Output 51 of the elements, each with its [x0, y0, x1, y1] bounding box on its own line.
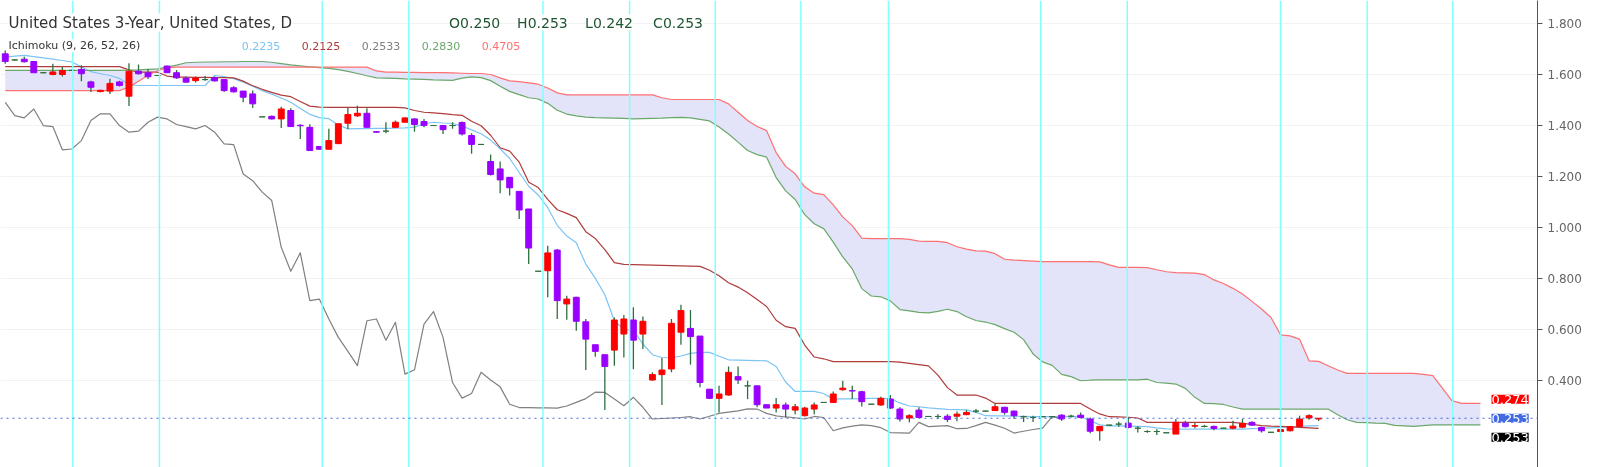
candlestick	[772, 397, 780, 414]
y-tick-label: 0.400	[1547, 374, 1582, 389]
candlestick	[363, 107, 371, 128]
annotation: L0.242	[585, 14, 633, 31]
candlestick	[620, 314, 628, 359]
candlestick	[325, 128, 333, 150]
candlestick	[544, 245, 552, 298]
candlestick	[582, 318, 590, 371]
annotation: 0.2235	[241, 39, 281, 53]
y-tick-label: 0.800	[1547, 272, 1582, 287]
candlestick	[629, 306, 637, 370]
y-tick-label: 1.800	[1547, 16, 1582, 31]
candlestick	[601, 354, 609, 411]
y-tick-label: 0.600	[1547, 323, 1582, 338]
candlestick	[496, 160, 504, 194]
candlestick	[687, 309, 694, 366]
candlestick	[563, 295, 571, 321]
ref-line-label: 0.253	[1491, 410, 1529, 426]
annotation: H0.253	[517, 14, 568, 31]
candlestick	[506, 176, 514, 197]
annotation: 0.2125	[301, 39, 341, 53]
text: 0.253	[1491, 429, 1529, 445]
candlestick	[1229, 420, 1237, 430]
candlestick	[487, 153, 495, 177]
candlestick	[639, 315, 647, 350]
candlestick	[572, 296, 580, 332]
candlestick	[677, 304, 685, 346]
candlestick	[515, 190, 523, 220]
candlestick	[287, 107, 295, 128]
candlestick	[725, 365, 732, 397]
y-tick-label: 1.200	[1547, 170, 1582, 185]
candlestick	[344, 107, 352, 130]
y-tick-label: 1.400	[1547, 119, 1582, 134]
candlestick	[334, 123, 342, 145]
annotation: 0.2533	[361, 39, 401, 53]
annotation: 0.4705	[481, 39, 521, 53]
candlestick	[658, 357, 666, 406]
annotation: C0.253	[653, 14, 703, 31]
candlestick	[715, 385, 723, 414]
y-tick-label: 1.000	[1547, 221, 1582, 236]
text: Ichimoku (9, 26, 52, 26)	[8, 39, 141, 52]
text: United States 3-Year, United States, D	[8, 13, 292, 32]
annotation: 0.2830	[421, 39, 461, 53]
text: 0.274	[1491, 391, 1529, 407]
annotation: O0.250	[449, 14, 501, 31]
candlestick	[734, 365, 742, 385]
y-tick-label: 1.600	[1547, 68, 1582, 83]
candlestick	[753, 385, 761, 408]
candlestick	[277, 106, 285, 129]
candlestick	[468, 132, 476, 155]
candlestick	[306, 123, 314, 152]
